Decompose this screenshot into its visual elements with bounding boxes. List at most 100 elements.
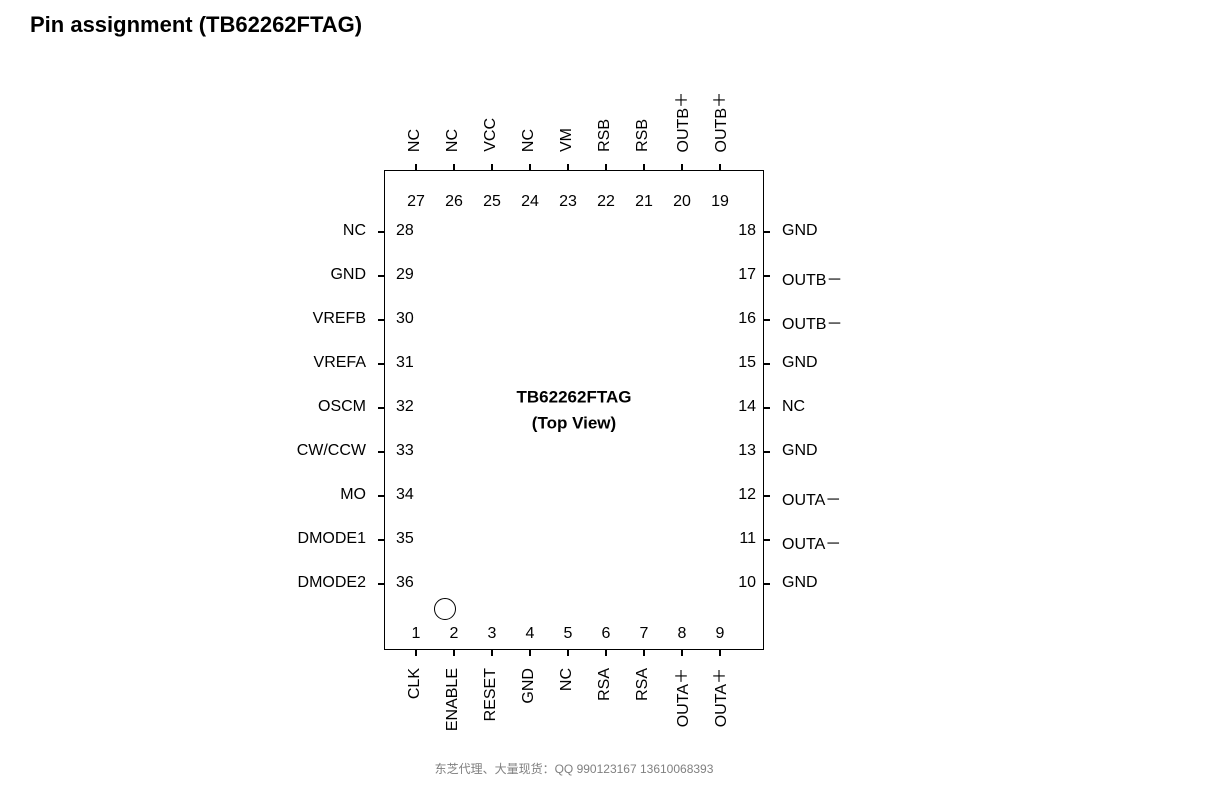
pin-label: OUTA－ <box>782 530 841 554</box>
pin-number: 25 <box>480 193 504 211</box>
pin-number: 13 <box>730 442 756 460</box>
pin-label: CLK <box>406 668 424 699</box>
pin-label: RSA <box>634 668 652 701</box>
pin-tick <box>764 363 770 365</box>
pin-tick <box>605 650 607 656</box>
pin-number: 29 <box>396 266 422 284</box>
pin-tick <box>453 164 455 170</box>
pin-number: 23 <box>556 193 580 211</box>
pin-tick <box>764 583 770 585</box>
pin-label: VREFA <box>314 354 366 372</box>
pin-tick <box>378 363 384 365</box>
pin-label: NC <box>558 668 576 691</box>
pin-label: OSCM <box>318 398 366 416</box>
pin-number: 21 <box>632 193 656 211</box>
pin-label: OUTB－ <box>782 266 842 290</box>
pin-label: VREFB <box>313 310 366 328</box>
pin-label: OUTB＋ <box>710 92 734 152</box>
pin-number: 30 <box>396 310 422 328</box>
pin-number: 32 <box>396 398 422 416</box>
pin-number: 20 <box>670 193 694 211</box>
pin-label: DMODE1 <box>298 530 366 548</box>
pin-number: 34 <box>396 486 422 504</box>
pin-tick <box>567 650 569 656</box>
chip-view: (Top View) <box>532 413 616 432</box>
pin-tick <box>567 164 569 170</box>
pin-label: GND <box>782 574 818 592</box>
pin-label: GND <box>782 222 818 240</box>
pin-number: 22 <box>594 193 618 211</box>
pin-number: 16 <box>730 310 756 328</box>
pin-label: RSB <box>596 119 614 152</box>
pin-number: 27 <box>404 193 428 211</box>
pin-number: 19 <box>708 193 732 211</box>
pin-label: GND <box>782 442 818 460</box>
pin-tick <box>643 164 645 170</box>
pin-label: OUTA＋ <box>672 668 696 727</box>
pin-tick <box>764 539 770 541</box>
pin-label: OUTB－ <box>782 310 842 334</box>
pin-number: 10 <box>730 574 756 592</box>
pin-number: 8 <box>670 625 694 643</box>
pin-label: GND <box>782 354 818 372</box>
pin1-marker-icon <box>434 598 456 620</box>
pin-label: OUTB＋ <box>672 92 696 152</box>
pin-number: 3 <box>480 625 504 643</box>
pin-tick <box>764 231 770 233</box>
pin-label: NC <box>782 398 805 416</box>
pin-label: VCC <box>482 118 500 152</box>
pin-number: 7 <box>632 625 656 643</box>
pin-number: 1 <box>404 625 428 643</box>
pin-number: 18 <box>730 222 756 240</box>
pin-tick <box>415 650 417 656</box>
pin-number: 36 <box>396 574 422 592</box>
pin-tick <box>719 650 721 656</box>
pin-tick <box>378 319 384 321</box>
pin-label: NC <box>406 129 424 152</box>
pin-tick <box>764 275 770 277</box>
pin-tick <box>764 451 770 453</box>
pin-tick <box>378 583 384 585</box>
page-root: Pin assignment (TB62262FTAG) TB62262FTAG… <box>0 0 1209 792</box>
chip-diagram: TB62262FTAG (Top View) 1CLK2ENABLE3RESET… <box>384 170 764 650</box>
pin-tick <box>453 650 455 656</box>
pin-tick <box>378 231 384 233</box>
pin-tick <box>681 164 683 170</box>
pin-tick <box>605 164 607 170</box>
pin-number: 17 <box>730 266 756 284</box>
pin-tick <box>378 495 384 497</box>
pin-number: 35 <box>396 530 422 548</box>
page-title: Pin assignment (TB62262FTAG) <box>30 12 362 38</box>
pin-tick <box>491 650 493 656</box>
chip-center-text: TB62262FTAG (Top View) <box>517 385 632 436</box>
pin-number: 15 <box>730 354 756 372</box>
pin-number: 31 <box>396 354 422 372</box>
pin-label: ENABLE <box>444 668 462 731</box>
pin-tick <box>681 650 683 656</box>
pin-label: RESET <box>482 668 500 721</box>
pin-label: CW/CCW <box>297 442 366 460</box>
pin-label: RSA <box>596 668 614 701</box>
pin-label: VM <box>558 128 576 152</box>
pin-number: 26 <box>442 193 466 211</box>
pin-tick <box>378 451 384 453</box>
pin-tick <box>764 495 770 497</box>
pin-number: 12 <box>730 486 756 504</box>
pin-tick <box>415 164 417 170</box>
pin-number: 6 <box>594 625 618 643</box>
pin-tick <box>529 650 531 656</box>
pin-label: NC <box>343 222 366 240</box>
pin-tick <box>764 319 770 321</box>
pin-label: GND <box>520 668 538 704</box>
pin-tick <box>378 275 384 277</box>
pin-number: 5 <box>556 625 580 643</box>
pin-number: 4 <box>518 625 542 643</box>
pin-number: 28 <box>396 222 422 240</box>
pin-label: GND <box>330 266 366 284</box>
pin-label: RSB <box>634 119 652 152</box>
pin-tick <box>643 650 645 656</box>
pin-number: 24 <box>518 193 542 211</box>
pin-label: MO <box>340 486 366 504</box>
pin-number: 33 <box>396 442 422 460</box>
pin-tick <box>378 407 384 409</box>
